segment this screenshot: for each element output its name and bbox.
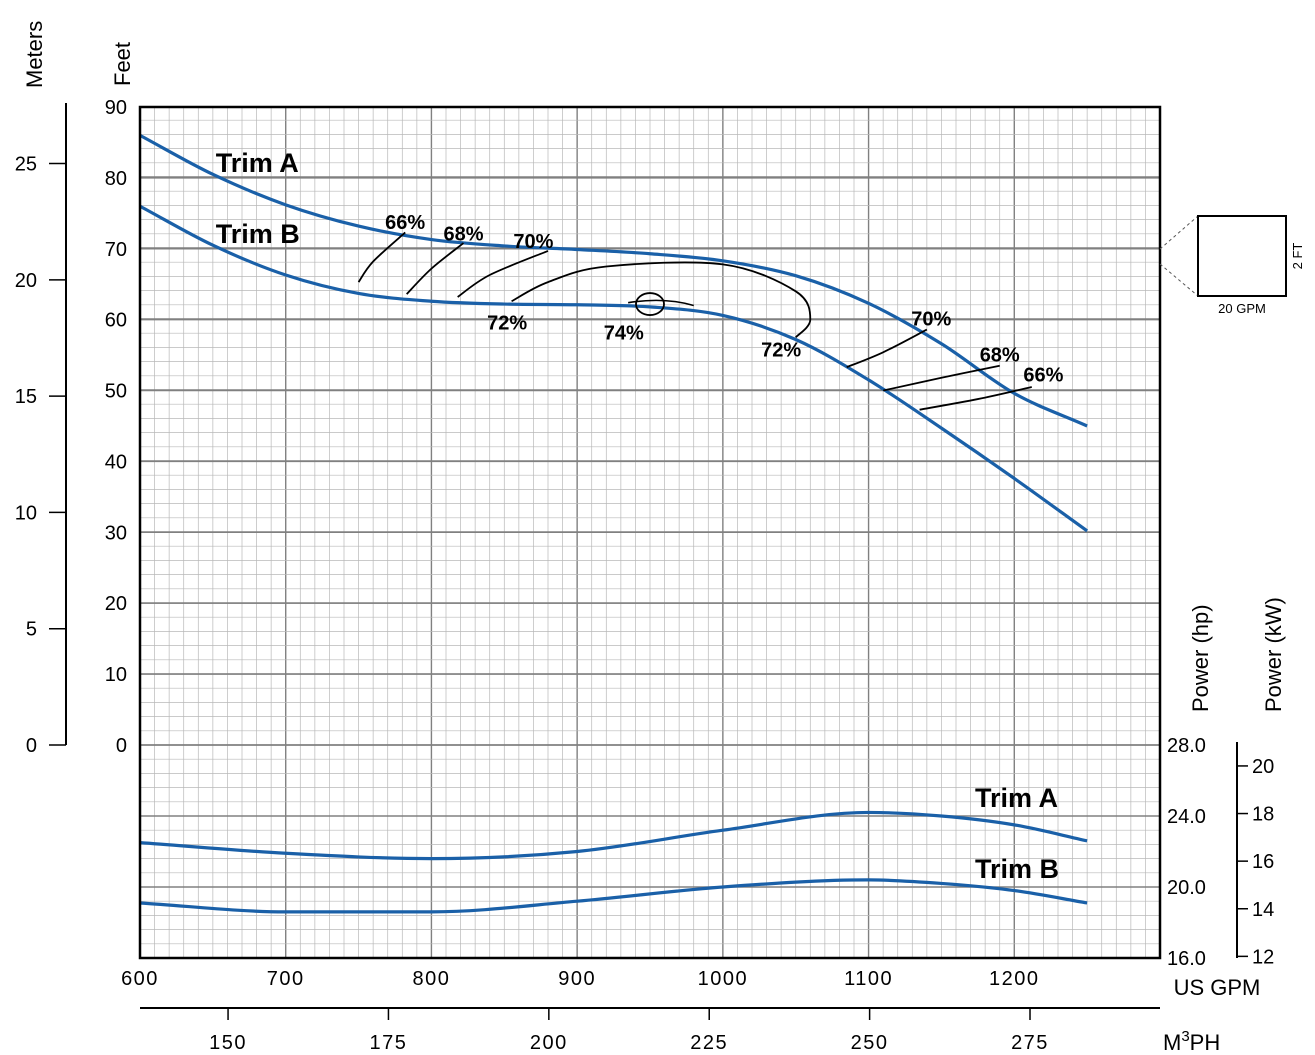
meters-tick-label: 20: [15, 270, 37, 292]
feet-tick-label: 30: [105, 522, 127, 544]
x-tick-label: 600: [121, 968, 159, 990]
trim-label: Trim A: [216, 148, 299, 178]
kw-tick-label: 12: [1252, 946, 1274, 968]
plot-frame: [138, 105, 1162, 960]
feet-tick-label: 0: [116, 735, 127, 757]
scale-box-height-label: 2 FT: [1290, 243, 1305, 270]
hp-tick-label: 28.0: [1167, 735, 1206, 757]
hp-tick-label: 20.0: [1167, 877, 1206, 899]
power-curve-trim-b: [139, 878, 1088, 914]
meters-tick-label: 15: [15, 386, 37, 408]
x-tick-label: 1200: [989, 968, 1040, 990]
efficiency-contour-74pct-tail: [628, 299, 694, 307]
efficiency-label: 74%: [604, 323, 644, 345]
x-tick-label: 700: [267, 968, 305, 990]
x2-tick-label: 200: [530, 1032, 568, 1054]
kw-axis-label: Power (kW): [1261, 597, 1286, 712]
power-trim-label: Trim B: [975, 854, 1059, 884]
head-curve-trim-a: [139, 133, 1088, 428]
efficiency-contour-68pct: [882, 364, 1000, 392]
efficiency-label: 72%: [761, 340, 801, 362]
scale-box: [1197, 215, 1287, 297]
meters-axis-label: Meters: [22, 21, 47, 88]
head-curves: [139, 133, 1089, 914]
feet-axis-label: Feet: [110, 42, 135, 86]
feet-tick-label: 50: [105, 381, 127, 403]
feet-tick-label: 70: [105, 239, 127, 261]
efficiency-label: 72%: [487, 313, 527, 335]
efficiency-contour-66pct: [919, 386, 1032, 411]
head-curve-trim-b: [139, 204, 1089, 533]
feet-tick-label: 20: [105, 593, 127, 615]
x2-tick-label: 225: [690, 1032, 728, 1054]
efficiency-label: 70%: [513, 231, 553, 253]
feet-tick-label: 90: [105, 97, 127, 119]
kw-tick-label: 20: [1252, 756, 1274, 778]
efficiency-contour-66pct: [357, 231, 406, 283]
x2-tick-label: 250: [851, 1032, 889, 1054]
hp-axis-label: Power (hp): [1188, 604, 1213, 712]
efficiency-contour-68pct: [406, 242, 465, 295]
kw-tick-label: 18: [1252, 804, 1274, 826]
x-tick-label: 1000: [698, 968, 749, 990]
feet-tick-label: 80: [105, 168, 127, 190]
meters-tick-label: 10: [15, 502, 37, 524]
feet-tick-label: 40: [105, 451, 127, 473]
efficiency-contours: [357, 231, 1032, 411]
scale-box-width-label: 20 GPM: [1218, 301, 1266, 316]
meters-tick-label: 25: [15, 154, 37, 176]
meters-tick-label: 0: [26, 735, 37, 757]
efficiency-contour-74pct: [635, 292, 665, 316]
hp-tick-label: 16.0: [1167, 948, 1206, 970]
power-curve-trim-a: [139, 810, 1088, 861]
efficiency-contour-70pct: [457, 250, 549, 298]
x-tick-label: 800: [412, 968, 450, 990]
x2-tick-label: 175: [370, 1032, 408, 1054]
efficiency-label: 66%: [1023, 364, 1063, 386]
x2-axis-label: M3PH: [1163, 1028, 1220, 1055]
efficiency-label: 70%: [911, 308, 951, 330]
meters-tick-label: 5: [26, 619, 37, 641]
kw-tick-label: 16: [1252, 851, 1274, 873]
kw-tick-label: 14: [1252, 899, 1274, 921]
x2-tick-label: 275: [1011, 1032, 1049, 1054]
feet-tick-label: 60: [105, 310, 127, 332]
x-tick-label: 1100: [844, 968, 893, 990]
efficiency-label: 68%: [980, 344, 1020, 366]
feet-tick-label: 10: [105, 664, 127, 686]
scale-leader-top: [1159, 215, 1199, 250]
x-tick-label: 900: [558, 968, 596, 990]
power-trim-label: Trim A: [975, 783, 1058, 813]
x2-tick-label: 150: [209, 1032, 247, 1054]
trim-label: Trim B: [216, 219, 300, 249]
hp-tick-label: 24.0: [1167, 806, 1206, 828]
efficiency-contour-70pct: [846, 328, 928, 368]
efficiency-label: 68%: [443, 223, 483, 245]
efficiency-label: 66%: [385, 212, 425, 234]
x-axis-label: US GPM: [1174, 975, 1261, 1000]
scale-leader-bottom: [1159, 263, 1199, 297]
efficiency-contour-72pct: [511, 261, 812, 339]
